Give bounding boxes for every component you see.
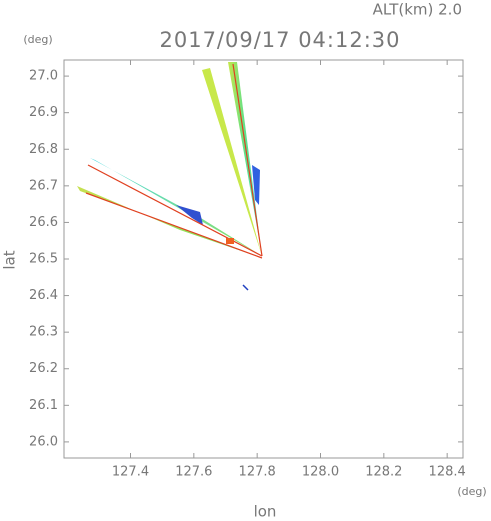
y-tick-label: 26.4 bbox=[29, 288, 58, 303]
y-tick-label: 26.9 bbox=[29, 105, 58, 120]
x-tick-label: 128.4 bbox=[429, 465, 466, 480]
beam bbox=[228, 62, 262, 256]
plot-frame bbox=[63, 59, 464, 459]
x-tick-label: 127.8 bbox=[239, 465, 276, 480]
y-tick-label: 26.7 bbox=[29, 178, 58, 193]
beam bbox=[202, 68, 262, 256]
x-tick-label: 127.4 bbox=[112, 465, 149, 480]
y-tick-label: 26.1 bbox=[29, 398, 58, 413]
chart-title: 2017/09/17 04:12:30 bbox=[159, 28, 400, 52]
beam-core bbox=[232, 63, 263, 257]
x-tick-label: 128.2 bbox=[365, 465, 402, 480]
y-tick-label: 27.0 bbox=[29, 69, 58, 84]
x-unit: (deg) bbox=[457, 485, 486, 498]
beam-edge bbox=[252, 165, 260, 205]
beam-core bbox=[85, 192, 263, 259]
x-tick-label: 128.0 bbox=[302, 465, 339, 480]
y-tick-label: 26.8 bbox=[29, 142, 58, 157]
echo bbox=[226, 238, 234, 244]
y-axis-label: lat bbox=[1, 250, 19, 269]
x-tick-label: 127.6 bbox=[175, 465, 212, 480]
echo bbox=[242, 284, 249, 291]
x-axis-label: lon bbox=[254, 503, 277, 521]
y-unit: (deg) bbox=[23, 33, 52, 46]
y-tick-label: 26.0 bbox=[29, 434, 58, 449]
y-tick-label: 26.6 bbox=[29, 215, 58, 230]
beam-core bbox=[87, 164, 263, 257]
beam-edge bbox=[176, 205, 203, 225]
y-tick-label: 26.3 bbox=[29, 325, 58, 340]
y-tick-label: 26.5 bbox=[29, 252, 58, 267]
y-tick-label: 26.2 bbox=[29, 361, 58, 376]
radar-echo bbox=[77, 62, 263, 291]
altitude-label: ALT(km) 2.0 bbox=[373, 1, 462, 19]
